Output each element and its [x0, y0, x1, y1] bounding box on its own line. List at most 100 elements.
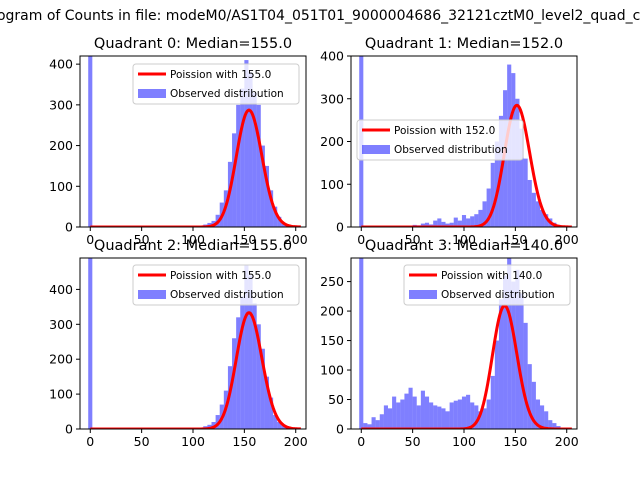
x-tick-label: 200 [284, 434, 308, 449]
x-tick-label: 50 [134, 232, 150, 247]
histogram-bar [441, 408, 446, 429]
histogram-bar [383, 405, 388, 429]
histogram-bar [490, 162, 495, 227]
legend-bar-swatch [138, 89, 166, 98]
histogram-bar [260, 348, 265, 429]
histogram-bar [515, 98, 520, 227]
histogram-bar [404, 393, 409, 429]
histogram-bar [441, 221, 446, 227]
histogram-bar [232, 338, 237, 429]
legend-label-poisson: Poission with 155.0 [170, 69, 271, 81]
histogram-bar [511, 281, 516, 429]
histogram-bar [453, 400, 458, 429]
legend-box [403, 264, 571, 306]
y-tick-label: 100 [49, 387, 73, 402]
histogram-bar [482, 408, 487, 429]
legend-box [356, 119, 524, 161]
histogram-bar [264, 376, 270, 429]
histogram-bar [486, 188, 491, 227]
histogram-bar [540, 209, 545, 227]
histogram-bar [248, 275, 253, 429]
histogram-bar [269, 397, 274, 429]
legend-label-poisson: Poission with 140.0 [441, 270, 542, 282]
histogram-bar [433, 405, 438, 429]
histogram-bar [494, 141, 499, 227]
histogram-bar [277, 422, 282, 429]
histogram-bar [387, 408, 393, 429]
y-tick-label: 400 [49, 57, 73, 72]
x-tick-label: 100 [452, 434, 476, 449]
y-tick-label: 200 [49, 352, 73, 367]
histogram-bar [252, 92, 257, 227]
y-tick-label: 300 [49, 97, 73, 112]
histogram-bar [408, 387, 413, 429]
legend-label-poisson: Poission with 155.0 [170, 270, 271, 282]
histogram-bar [400, 399, 405, 429]
histogram-bar [552, 423, 557, 429]
histogram-bar [445, 223, 450, 227]
histogram-bar [482, 201, 487, 227]
histogram-bar [277, 216, 282, 227]
x-tick-label: 100 [181, 232, 205, 247]
histogram-bar [240, 88, 245, 227]
histogram-bar [88, 56, 93, 227]
histogram-bar [273, 415, 278, 429]
histogram-bar [523, 322, 528, 429]
x-tick-label: 150 [503, 434, 527, 449]
legend-bar-swatch [362, 145, 390, 154]
y-tick-label: 400 [49, 282, 73, 297]
histogram-bar [269, 190, 274, 227]
histogram-bar [412, 396, 417, 429]
legend-bar-swatch [138, 290, 166, 299]
histogram-bar [252, 303, 257, 429]
histogram-bar [527, 179, 532, 227]
legend-label-observed: Observed distribution [170, 88, 284, 100]
histogram-bar [535, 399, 541, 429]
x-tick-label: 200 [284, 232, 308, 247]
histogram-bar [232, 133, 237, 227]
y-tick-label: 150 [320, 333, 344, 348]
histogram-bar [519, 128, 524, 227]
x-tick-label: 0 [357, 434, 365, 449]
legend-label-observed: Observed distribution [441, 289, 555, 301]
histogram-bar [273, 206, 278, 227]
histogram-bar [437, 406, 442, 429]
histogram-bar [396, 402, 401, 429]
histogram-bar [236, 104, 241, 227]
x-tick-label: 100 [181, 434, 205, 449]
histogram-bar [424, 222, 430, 227]
x-tick-label: 0 [357, 232, 365, 247]
y-tick-label: 300 [320, 91, 344, 106]
histogram-bar [457, 220, 462, 227]
histogram-bar [215, 415, 220, 429]
subplot-quadrant-0: 0 50 100 150 200 0 100 200 300 400 Quadrant 0: Med… [49, 36, 308, 247]
legend-box [132, 63, 300, 105]
subplot-title: Quadrant 2: Median=155.0 [94, 238, 292, 254]
histogram-bar [474, 214, 479, 227]
legend-label-observed: Observed distribution [394, 144, 508, 156]
histogram-bar [466, 218, 471, 227]
x-tick-label: 150 [232, 232, 256, 247]
histogram-bar [527, 364, 532, 429]
y-tick-label: 200 [320, 134, 344, 149]
histogram-bar [486, 399, 491, 429]
histogram-bar [236, 317, 241, 429]
histogram-bar [211, 422, 216, 429]
y-tick-label: 100 [320, 177, 344, 192]
histogram-bar [474, 405, 479, 429]
y-tick-label: 200 [320, 304, 344, 319]
y-tick-label: 400 [320, 49, 344, 64]
histogram-bar [359, 258, 364, 429]
y-tick-label: 100 [49, 179, 73, 194]
y-tick-label: 0 [336, 220, 344, 235]
histogram-bar [256, 104, 261, 227]
histogram-bar [470, 402, 475, 429]
histogram-bar [519, 293, 524, 429]
x-tick-label: 50 [405, 434, 421, 449]
histogram-bar [531, 192, 536, 227]
histogram-bar [498, 299, 504, 429]
histogram-bar [470, 216, 475, 227]
histogram-bar [88, 258, 93, 429]
histogram-bar [544, 411, 549, 429]
plot-area [88, 258, 302, 429]
